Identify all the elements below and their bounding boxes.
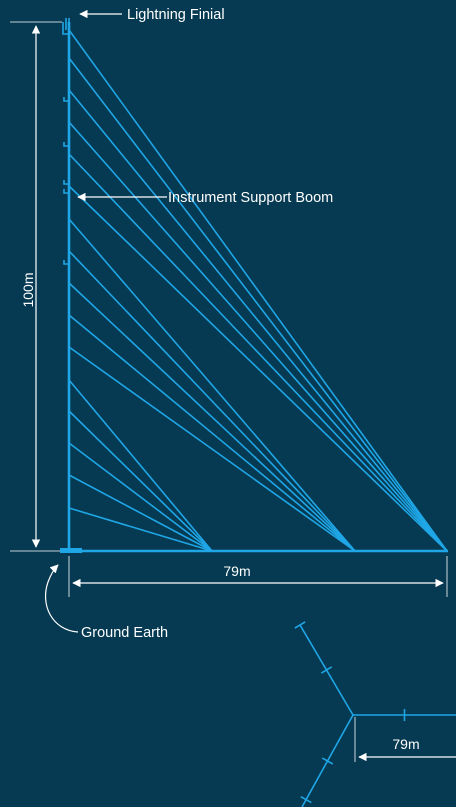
guy-wire: [68, 474, 213, 552]
guy-wire: [68, 250, 356, 552]
radius-dimension-plan: 79m: [354, 717, 456, 762]
guy-wire: [68, 410, 213, 552]
guy-wire: [68, 218, 356, 552]
radius-label-plan: 79m: [392, 736, 419, 752]
guy-wire: [68, 282, 356, 552]
lightning-finial-label: Lightning Finial: [127, 7, 225, 23]
guy-wire: [68, 442, 213, 552]
instrument-support-boom-label: Instrument Support Boom: [168, 190, 333, 206]
guy-wire: [68, 346, 356, 552]
lightning-finial-callout: Lightning Finial: [79, 7, 225, 23]
guy-wire: [68, 89, 448, 552]
ground-earth-label: Ground Earth: [81, 625, 168, 641]
height-label: 100m: [20, 272, 36, 307]
guy-wire: [68, 29, 448, 552]
boom-bracket: [63, 180, 69, 185]
plan-anchor-tick: [300, 796, 312, 804]
boom-bracket: [63, 189, 69, 194]
guy-wire: [68, 314, 356, 552]
instrument-boom-callout: Instrument Support Boom: [77, 190, 333, 206]
guy-wire: [68, 507, 213, 552]
guy-wire: [68, 379, 213, 552]
plan-anchor-tick: [294, 621, 306, 629]
plan-guy-arms: [294, 621, 456, 807]
guy-wire: [68, 57, 448, 552]
radius-dimension-elevation: 79m: [68, 556, 448, 597]
elevation-view: 100m 79m Lightning Finial Instrument Sup…: [10, 7, 448, 641]
plan-view: 79m: [294, 621, 456, 807]
radius-label-elevation: 79m: [223, 563, 250, 579]
boom-bracket: [63, 97, 69, 102]
height-dimension: 100m: [10, 21, 62, 552]
ground-earth-callout: Ground Earth: [44, 564, 168, 641]
instrument-support-booms: [63, 97, 69, 265]
guy-wire: [68, 185, 448, 552]
lightning-finial: [62, 18, 70, 35]
boom-bracket: [63, 142, 69, 147]
ground-earth-block: [60, 548, 82, 553]
guy-wire: [68, 153, 448, 552]
boom-bracket: [63, 260, 69, 265]
guy-wire: [68, 121, 448, 552]
plan-anchor-tick: [320, 666, 333, 674]
guy-wires: [68, 29, 448, 552]
plan-anchor-tick: [321, 757, 334, 765]
